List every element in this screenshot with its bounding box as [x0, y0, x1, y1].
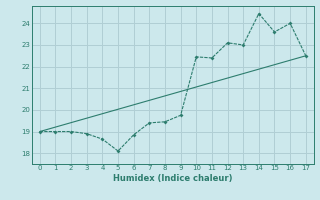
X-axis label: Humidex (Indice chaleur): Humidex (Indice chaleur): [113, 174, 233, 183]
